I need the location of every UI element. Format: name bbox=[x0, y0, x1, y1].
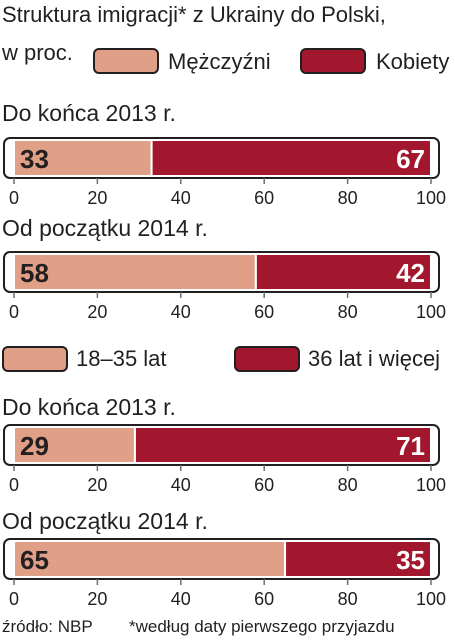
value-label-gender-2014-a: 58 bbox=[20, 258, 49, 288]
tick-label-age-2014-60: 60 bbox=[254, 589, 274, 609]
chart-title-line-1: Struktura imigracji* z Ukrainy do Polski… bbox=[2, 2, 386, 27]
tick-label-age-2014-20: 20 bbox=[87, 589, 107, 609]
value-label-gender-2013-b: 67 bbox=[396, 144, 425, 174]
tick-label-gender-2013-20: 20 bbox=[87, 188, 107, 208]
tick-label-gender-2014-20: 20 bbox=[87, 302, 107, 322]
tick-label-age-2013-80: 80 bbox=[338, 475, 358, 495]
tick-label-age-2014-40: 40 bbox=[171, 589, 191, 609]
tick-label-gender-2013-40: 40 bbox=[171, 188, 191, 208]
tick-label-gender-2013-100: 100 bbox=[416, 188, 446, 208]
bar-segment-age-2014-b bbox=[284, 540, 432, 578]
panel-title-age-2014: Od początku 2014 r. bbox=[2, 508, 208, 534]
tick-label-age-2013-0: 0 bbox=[9, 475, 19, 495]
legend-label-men: Mężczyźni bbox=[168, 49, 271, 74]
source-note: źródło: NBP bbox=[2, 617, 93, 636]
bar-segment-age-2014-a bbox=[13, 540, 287, 578]
tick-label-gender-2014-40: 40 bbox=[171, 302, 191, 322]
tick-label-gender-2014-100: 100 bbox=[416, 302, 446, 322]
bar-segment-age-2013-a bbox=[13, 426, 136, 464]
tick-label-age-2014-100: 100 bbox=[416, 589, 446, 609]
bar-segment-age-2013-b bbox=[133, 426, 432, 464]
tick-label-gender-2013-0: 0 bbox=[9, 188, 19, 208]
value-label-age-2013-b: 71 bbox=[396, 431, 425, 461]
value-label-gender-2014-b: 42 bbox=[396, 258, 425, 288]
tick-label-gender-2013-80: 80 bbox=[338, 188, 358, 208]
legend-label-older: 36 lat i więcej bbox=[308, 346, 441, 371]
value-label-age-2014-a: 65 bbox=[20, 545, 49, 575]
legend-label-young: 18–35 lat bbox=[76, 346, 167, 371]
value-label-age-2013-a: 29 bbox=[20, 431, 49, 461]
panel-title-gender-2014: Od początku 2014 r. bbox=[2, 215, 208, 241]
bar-segment-gender-2014-b bbox=[254, 253, 432, 291]
value-label-age-2014-b: 35 bbox=[396, 545, 425, 575]
tick-label-age-2013-60: 60 bbox=[254, 475, 274, 495]
panel-title-gender-2013: Do końca 2013 r. bbox=[2, 100, 176, 126]
tick-label-gender-2014-60: 60 bbox=[254, 302, 274, 322]
tick-label-gender-2013-60: 60 bbox=[254, 188, 274, 208]
bar-segment-gender-2014-a bbox=[13, 253, 257, 291]
footnote: *według daty pierwszego przyjazdu bbox=[129, 617, 395, 636]
value-label-gender-2013-a: 33 bbox=[20, 144, 49, 174]
tick-label-age-2013-20: 20 bbox=[87, 475, 107, 495]
legend-label-women: Kobiety bbox=[376, 49, 450, 74]
tick-label-age-2013-40: 40 bbox=[171, 475, 191, 495]
tick-label-age-2014-0: 0 bbox=[9, 589, 19, 609]
tick-label-gender-2014-80: 80 bbox=[338, 302, 358, 322]
tick-label-age-2013-100: 100 bbox=[416, 475, 446, 495]
legend-swatch-women bbox=[300, 48, 366, 74]
bar-segment-gender-2013-b bbox=[150, 139, 433, 177]
bar-segment-gender-2013-a bbox=[13, 139, 153, 177]
panel-title-age-2013: Do końca 2013 r. bbox=[2, 394, 176, 420]
tick-label-gender-2014-0: 0 bbox=[9, 302, 19, 322]
legend-swatch-men bbox=[93, 48, 159, 74]
legend-swatch-young bbox=[2, 346, 68, 372]
chart-title-line-2: w proc. bbox=[2, 40, 73, 65]
tick-label-age-2014-80: 80 bbox=[338, 589, 358, 609]
legend-swatch-older bbox=[234, 346, 300, 372]
